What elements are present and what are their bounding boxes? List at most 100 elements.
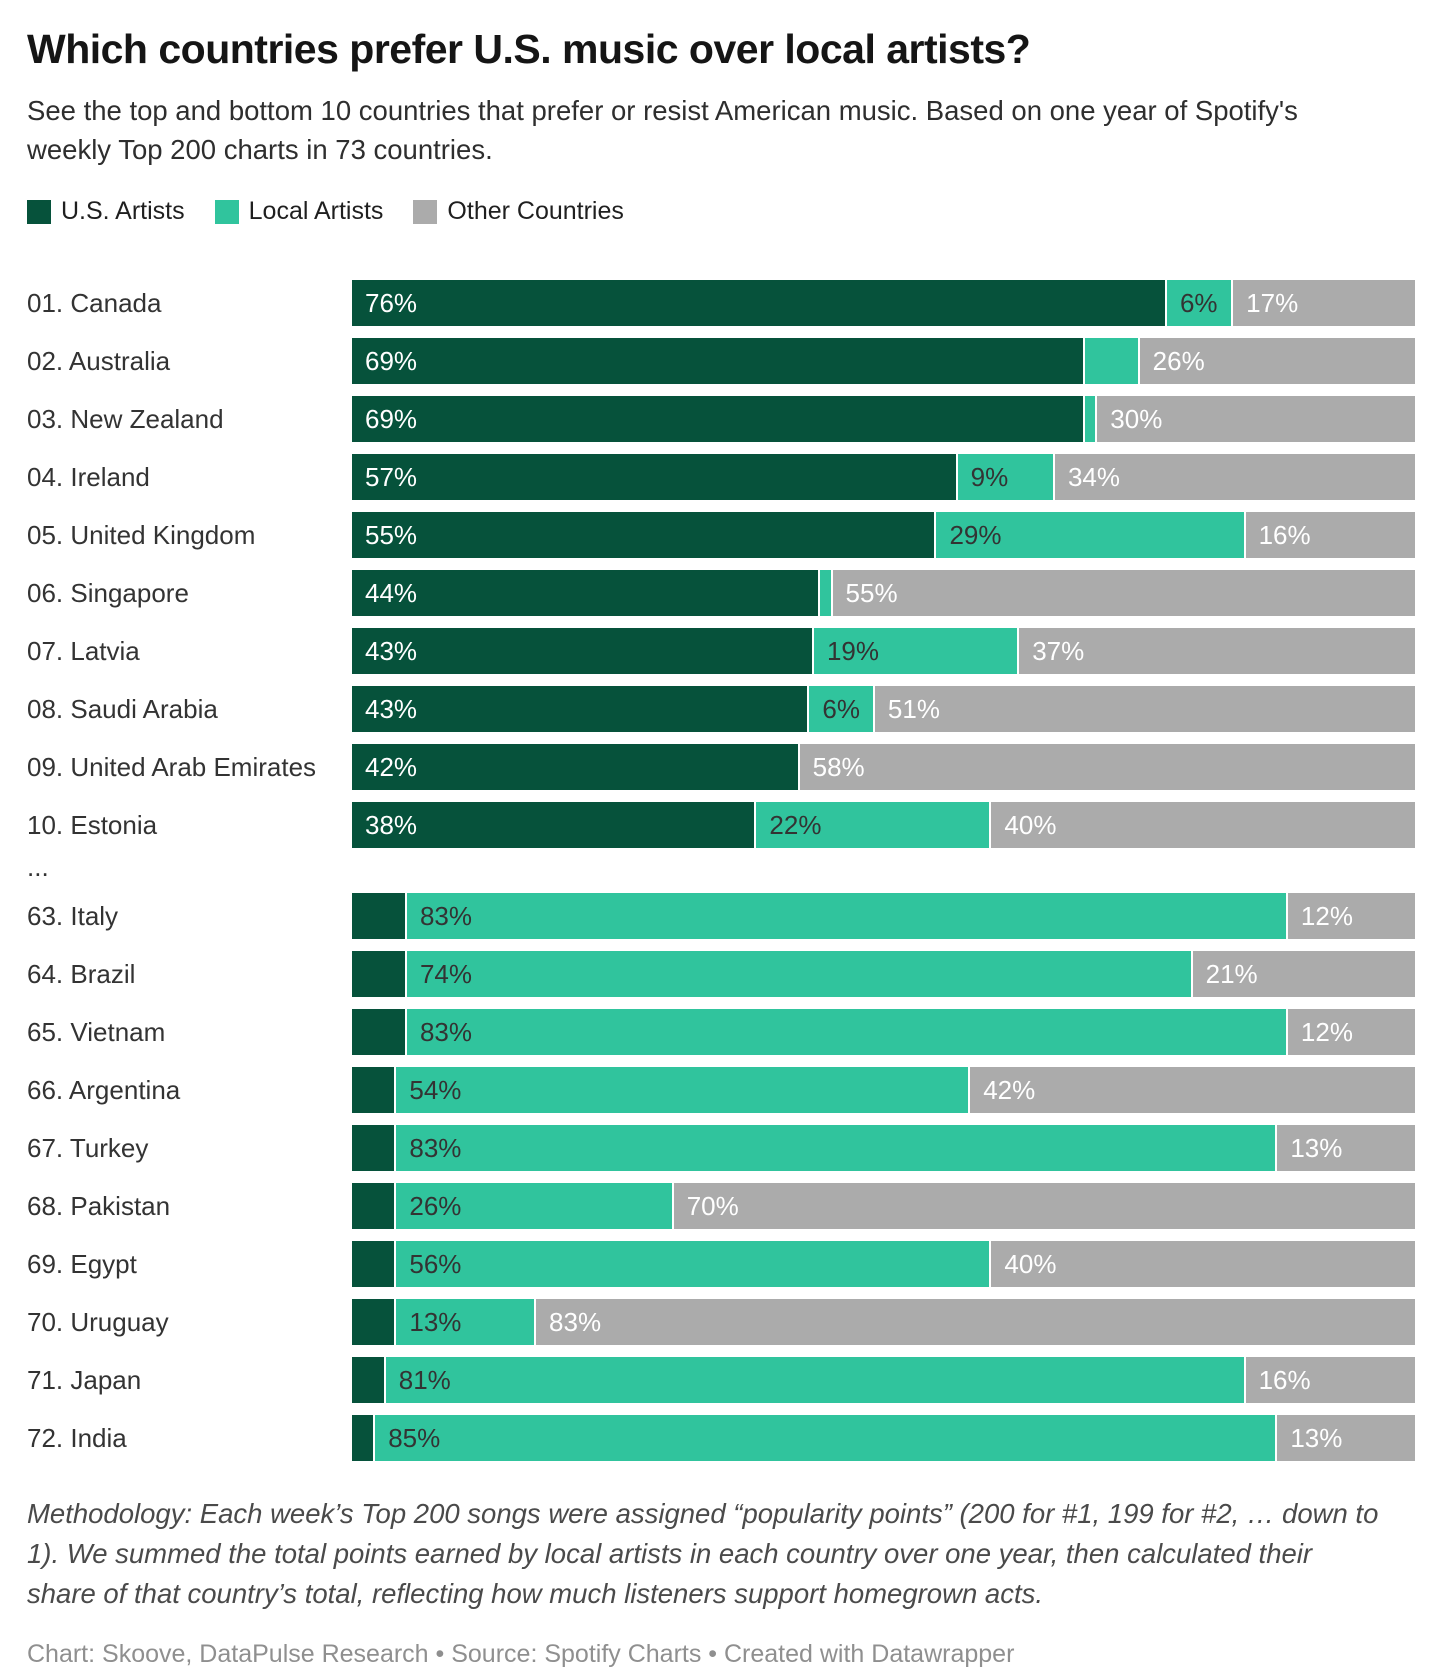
segment-value-label: 22% [769,810,822,841]
methodology-note: Methodology: Each week’s Top 200 songs w… [27,1498,1379,1609]
bar-segment-us-artists [352,1299,395,1346]
bar-segment-local-artists: 6% [1164,280,1232,327]
country-label: 04. Ireland [27,461,150,492]
segment-value-label: 58% [812,752,865,783]
chart-subtitle: See the top and bottom 10 countries that… [27,95,1298,166]
bar-segment-local-artists: 9% [955,454,1053,501]
segment-value-label: 13% [1290,1133,1343,1164]
segment-value-label: 17% [1246,288,1299,319]
bar-segment-us-artists [352,1067,395,1114]
bar-segment-us-artists: 76% [352,280,1165,327]
bar-segment-other-artists: 83% [534,1299,1415,1346]
bar-segment-us-artists: 69% [352,338,1083,385]
country-row: 68. Pakistan 26% 70% [27,1183,1415,1230]
bar-segment-other-artists: 40% [989,1241,1415,1288]
legend-swatch-icon [27,199,51,224]
legend-label: U.S. Artists [61,197,185,226]
segment-value-label: 38% [365,810,418,841]
bar-segment-us-artists [352,951,405,998]
bar-segment-us-artists [352,1183,395,1230]
stacked-bar: 69% 30% [352,396,1415,443]
segment-value-label: 29% [949,520,1002,551]
segment-value-label: 16% [1258,1365,1311,1396]
bar-segment-local-artists: 83% [404,893,1286,940]
stacked-bar: 69% 26% [352,338,1415,385]
bar-segment-other-artists: 37% [1017,628,1415,675]
legend-swatch-icon [214,199,239,224]
segment-value-label: 26% [409,1191,462,1222]
bar-segment-local-artists: 74% [404,951,1191,998]
stacked-bar: 56% 40% [352,1241,1415,1288]
bar-segment-local-artists [1082,338,1138,385]
bar-segment-other-artists: 13% [1275,1415,1416,1462]
segment-value-label: 6% [822,694,860,725]
country-label: 10. Estonia [27,809,158,840]
country-row: 01. Canada 76% 6% 17% [27,280,1415,327]
bar-segment-other-artists: 16% [1243,1357,1415,1404]
segment-value-label: 34% [1067,462,1120,493]
bar-segment-local-artists: 29% [934,512,1244,559]
top-countries-rows: 01. Canada 76% 6% 17% 02. Australia 69% 26% 03.… [27,280,1416,849]
stacked-bar: 76% 6% 17% [352,280,1415,327]
country-label: 70. Uruguay [27,1306,169,1337]
bar-segment-local-artists: 6% [807,686,873,733]
bar-segment-us-artists [352,1357,384,1404]
segment-value-label: 44% [365,578,418,609]
bar-segment-other-artists: 34% [1052,454,1415,501]
stacked-bar: 38% 22% 40% [352,802,1415,849]
bar-segment-us-artists [352,1241,395,1288]
bar-segment-local-artists: 85% [373,1415,1276,1462]
country-row: 02. Australia 69% 26% [27,338,1415,385]
legend-item-us-artists: U.S. Artists [27,197,185,226]
country-row: 63. Italy 83% 12% [27,893,1415,940]
chart-title: Which countries prefer U.S. music over l… [27,26,1031,72]
bar-segment-us-artists [352,1009,405,1056]
bar-segment-local-artists: 83% [394,1125,1276,1172]
country-label: 65. Vietnam [27,1016,166,1047]
rows-separator: ... [27,852,49,883]
bar-segment-local-artists: 83% [404,1009,1286,1056]
country-row: 08. Saudi Arabia 43% 6% 51% [27,686,1416,733]
bar-segment-other-artists: 42% [968,1067,1415,1114]
legend-swatch-icon [413,199,438,224]
segment-value-label: 9% [970,462,1009,493]
segment-value-label: 26% [1152,346,1205,377]
bar-segment-us-artists: 57% [352,454,956,501]
country-row: 66. Argentina 54% 42% [27,1067,1415,1114]
segment-value-label: 40% [1004,1249,1057,1280]
bar-segment-other-artists: 13% [1275,1125,1415,1172]
segment-value-label: 42% [365,752,418,783]
country-row: 06. Singapore 44% 55% [27,570,1415,617]
country-label: 69. Egypt [27,1248,137,1279]
segment-value-label: 12% [1300,901,1353,932]
segment-value-label: 40% [1004,810,1057,841]
stacked-bar: 44% 55% [352,570,1415,617]
stacked-bar: 83% 12% [352,893,1415,940]
segment-value-label: 6% [1179,288,1218,319]
stacked-bar: 42% 58% [352,744,1415,791]
segment-value-label: 83% [409,1133,462,1164]
segment-value-label: 13% [1290,1423,1343,1454]
country-row: 64. Brazil 74% 21% [27,951,1415,998]
stacked-bar: 55% 29% 16% [352,512,1415,559]
legend: U.S. Artists Local Artists Other Countries [27,197,1415,226]
stacked-bar: 54% 42% [352,1067,1415,1114]
country-label: 03. New Zealand [27,403,224,434]
stacked-bar: 74% 21% [352,951,1415,998]
segment-value-label: 76% [365,288,418,319]
country-row: 65. Vietnam 83% 12% [27,1009,1415,1056]
legend-item-other-artists: Other Countries [413,197,624,226]
bar-segment-other-artists: 12% [1285,893,1415,940]
country-label: 67. Turkey [27,1132,149,1163]
segment-value-label: 56% [409,1249,462,1280]
bar-segment-local-artists: 56% [394,1241,990,1288]
bar-segment-other-artists: 70% [671,1183,1415,1230]
segment-value-label: 69% [365,346,418,377]
country-row: 09. United Arab Emirates 42% 58% [27,744,1415,791]
bar-segment-other-artists: 21% [1190,951,1415,998]
country-label: 08. Saudi Arabia [27,693,218,724]
segment-value-label: 51% [887,694,940,725]
segment-value-label: 55% [365,520,418,551]
stacked-bar: 43% 6% 51% [352,686,1416,733]
